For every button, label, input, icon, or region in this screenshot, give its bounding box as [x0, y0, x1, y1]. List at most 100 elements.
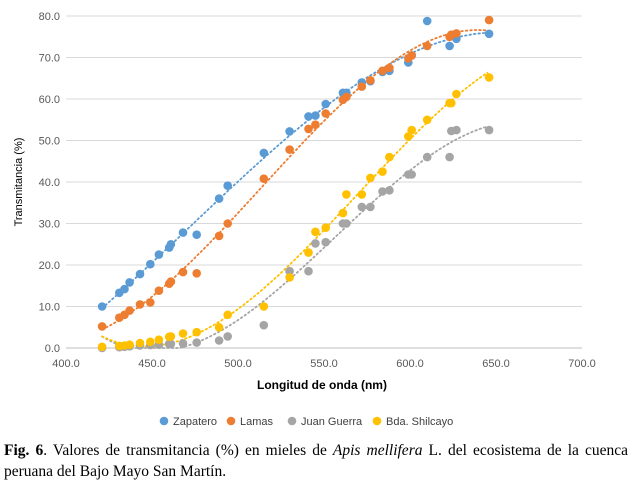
data-point [178, 267, 188, 277]
x-tick-label: 500.0 [224, 358, 252, 370]
data-point [484, 73, 494, 82]
data-point [166, 339, 176, 349]
data-point [259, 320, 269, 330]
data-point [378, 66, 387, 76]
data-point [366, 202, 375, 212]
y-tick-label: 50.0 [39, 136, 60, 148]
data-point [166, 277, 176, 286]
y-tick-label: 80.0 [39, 11, 60, 23]
figure-label: Fig. 6 [4, 442, 44, 459]
data-point [154, 335, 164, 345]
legend-label: Zapatero [173, 416, 217, 428]
data-point [125, 340, 134, 350]
data-point [192, 338, 201, 347]
legend-label: Bda. Shilcayo [386, 416, 453, 428]
x-tick-label: 700.0 [568, 358, 596, 370]
data-point [146, 259, 155, 269]
y-tick-label: 20.0 [39, 260, 60, 272]
data-point [192, 327, 201, 337]
data-point [166, 332, 176, 341]
data-point [259, 148, 269, 158]
x-tick-label: 550.0 [310, 358, 338, 370]
data-point [321, 99, 331, 109]
data-point [214, 231, 224, 241]
data-point [422, 41, 432, 51]
data-point [338, 208, 348, 218]
data-point [97, 342, 107, 352]
transmittance-chart: 400.0 450.0 500.0 550.0 600.0 650.0 700.0 0.0 1… [13, 11, 596, 428]
data-point [445, 152, 454, 162]
data-point [223, 310, 232, 320]
data-point [385, 63, 394, 73]
data-point [366, 76, 375, 85]
data-point [452, 89, 461, 99]
data-point [304, 112, 313, 121]
data-point [445, 41, 454, 51]
data-point [452, 125, 461, 135]
data-point [422, 152, 432, 162]
data-point [378, 167, 387, 176]
data-point [214, 194, 224, 203]
data-point [97, 322, 107, 331]
data-point [311, 227, 320, 237]
data-point [422, 115, 432, 125]
x-tick-label: 600.0 [396, 358, 424, 370]
data-point [285, 266, 294, 276]
y-axis-title: Transmitancia (%) [13, 138, 25, 227]
data-point [452, 29, 461, 38]
data-point [259, 174, 269, 183]
data-point [223, 181, 232, 190]
x-tick-label: 450.0 [138, 358, 166, 370]
trendline-2 [101, 125, 489, 349]
data-point [146, 337, 155, 347]
data-point [178, 339, 188, 348]
data-point [311, 111, 320, 120]
data-point [357, 82, 367, 91]
legend-marker [226, 416, 236, 426]
data-point [304, 266, 313, 276]
data-point [192, 269, 201, 278]
data-point [378, 187, 387, 196]
data-point [422, 16, 432, 26]
legend-label: Juan Guerra [301, 416, 363, 428]
data-point [178, 329, 188, 338]
data-point [484, 15, 494, 25]
data-point [135, 338, 145, 348]
trendline-1 [101, 29, 489, 331]
legend-marker [372, 416, 382, 426]
data-point [407, 170, 417, 179]
data-point [304, 124, 313, 134]
trendline-0 [101, 31, 489, 310]
caption-text-part1: . Valores de transmitancia (%) en mieles… [43, 442, 333, 459]
data-point [259, 302, 269, 311]
data-point [321, 237, 331, 247]
figure-caption: Fig. 6. Valores de transmitancia (%) en … [4, 440, 628, 482]
x-tick-label: 650.0 [482, 358, 510, 370]
data-point [447, 98, 456, 108]
data-point [342, 92, 351, 102]
data-point [385, 152, 394, 162]
data-point [285, 273, 294, 282]
data-point [385, 186, 394, 195]
legend-marker [287, 416, 297, 426]
legend-label: Lamas [240, 416, 274, 428]
y-tick-label: 0.0 [45, 343, 60, 355]
data-point [214, 323, 224, 332]
gridlines [66, 15, 582, 349]
y-tick-labels: 0.0 10.0 20.0 30.0 40.0 50.0 60.0 70.0 80.0 [39, 11, 60, 355]
data-points [97, 15, 494, 353]
data-point [146, 298, 155, 307]
data-point [407, 125, 417, 135]
data-point [407, 51, 417, 60]
y-tick-label: 30.0 [39, 219, 60, 231]
data-point [97, 302, 107, 311]
data-point [357, 202, 367, 212]
data-point [166, 240, 176, 249]
data-point [223, 219, 232, 228]
data-point [120, 284, 129, 294]
data-point [484, 125, 494, 135]
species-name: Apis mellifera [332, 442, 423, 459]
data-point [223, 332, 232, 341]
data-point [154, 250, 164, 259]
data-point [125, 278, 134, 287]
